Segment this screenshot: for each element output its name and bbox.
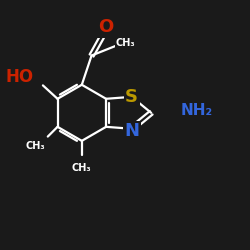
- Text: NH₂: NH₂: [180, 103, 212, 118]
- Text: S: S: [125, 88, 138, 106]
- Text: CH₃: CH₃: [72, 163, 92, 173]
- Text: O: O: [98, 18, 114, 36]
- Text: HO: HO: [5, 68, 33, 86]
- Text: CH₃: CH₃: [26, 141, 46, 151]
- Text: CH₃: CH₃: [116, 38, 136, 48]
- Text: N: N: [124, 122, 139, 140]
